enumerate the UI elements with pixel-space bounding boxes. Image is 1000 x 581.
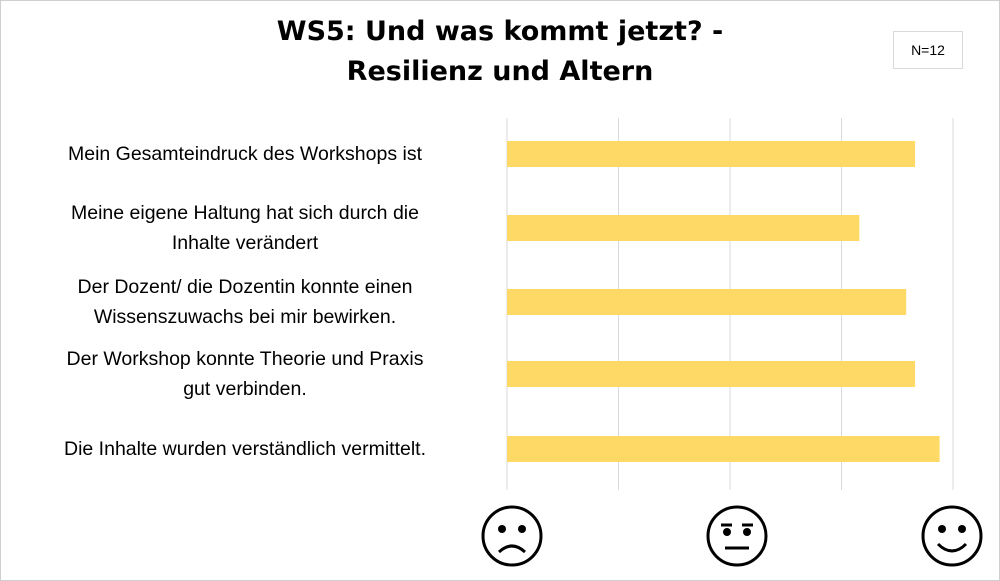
chart-title-line-2: Resilienz und Altern xyxy=(346,56,654,87)
category-label-3: Der Dozent/ die Dozentin konnte einen Wis… xyxy=(10,272,480,332)
category-label-line: Der Workshop konnte Theorie und Praxis xyxy=(66,348,424,370)
category-label-1: Mein Gesamteindruck des Workshops ist xyxy=(10,139,480,169)
chart-title-line-1: WS5: Und was kommt jetzt? - xyxy=(276,16,724,47)
category-label-line: Die Inhalte wurden verständlich vermitte… xyxy=(64,438,426,460)
category-label-4: Der Workshop konnte Theorie und Praxis gu… xyxy=(10,344,480,404)
category-label-line: Inhalte verändert xyxy=(171,232,319,254)
chart-title: WS5: Und was kommt jetzt? - Resilienz un… xyxy=(230,12,770,92)
bar-5 xyxy=(507,436,940,462)
category-label-line: Meine eigene Haltung hat sich durch die xyxy=(71,202,419,224)
category-label-5: Die Inhalte wurden verständlich vermitte… xyxy=(10,434,480,464)
category-label-line: Der Dozent/ die Dozentin konnte einen xyxy=(77,276,413,298)
sample-size-box: N=12 xyxy=(893,31,963,69)
sample-size-label: N=12 xyxy=(911,42,945,58)
bar-1 xyxy=(507,141,916,167)
bar-2 xyxy=(507,215,860,241)
bar-3 xyxy=(507,289,907,315)
category-label-2: Meine eigene Haltung hat sich durch die I… xyxy=(10,198,480,258)
category-label-line: gut verbinden. xyxy=(183,378,307,400)
category-label-line: Wissenszuwachs bei mir bewirken. xyxy=(93,306,397,328)
category-label-line: Mein Gesamteindruck des Workshops ist xyxy=(67,143,423,165)
happy-face-icon xyxy=(921,505,983,567)
sad-face-icon xyxy=(481,505,543,567)
bar-4 xyxy=(507,361,916,387)
neutral-face-icon xyxy=(706,505,768,567)
